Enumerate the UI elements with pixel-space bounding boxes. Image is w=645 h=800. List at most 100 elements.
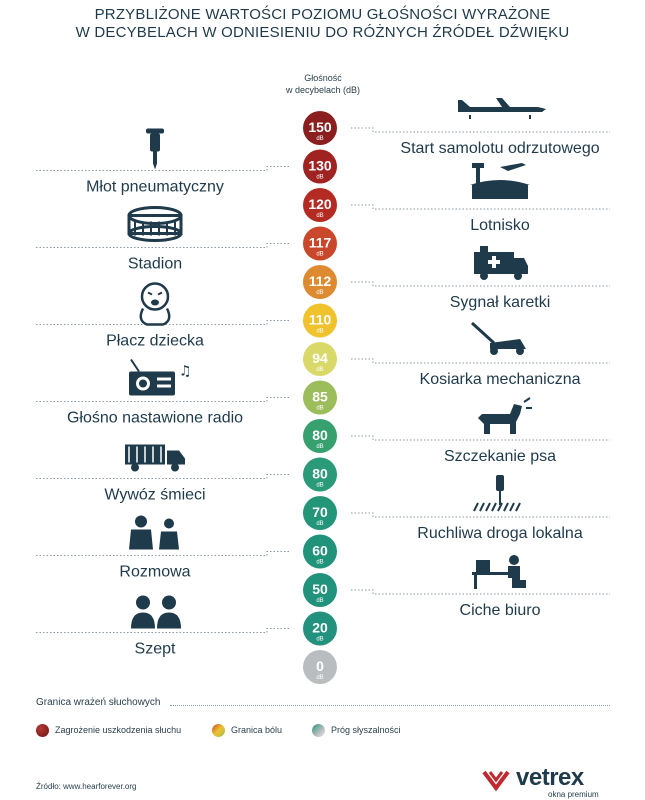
axis-title-line-2: w decybelach (dB) (285, 85, 361, 95)
decibel-value: 60 (312, 543, 328, 559)
level-connector (35, 551, 289, 556)
whisper-icon (131, 595, 181, 629)
decibel-value: 85 (312, 389, 328, 405)
radio-icon: ♫ (129, 358, 192, 396)
level-connector (351, 589, 610, 595)
decibel-circle (303, 650, 337, 684)
chart-title-line-1: PRZYBLIŻONE WARTOŚCI POZIOMU GŁOŚNOŚCI W… (94, 6, 551, 23)
vetrex-logo-text: vetrex (516, 764, 584, 791)
legend-dot-pain (212, 723, 225, 737)
decibel-circle (303, 380, 337, 415)
decibel-value: 80 (312, 466, 328, 482)
decibel-circle (303, 611, 337, 646)
legend-dot-threshold (312, 723, 325, 737)
office-icon (472, 555, 526, 589)
airplane-icon (458, 98, 546, 119)
source-label: Szept (135, 641, 176, 658)
source-label: Wywóz śmieci (104, 487, 205, 504)
source-label: Kosiarka mechaniczna (420, 371, 581, 388)
conversation-icon (129, 515, 179, 550)
vetrex-logo-mark (482, 770, 510, 792)
jackhammer-icon (146, 128, 164, 170)
decibel-circle (303, 149, 337, 184)
source-label: Młot pneumatyczny (86, 179, 224, 196)
decibel-value: 20 (312, 620, 328, 636)
stadium-icon (127, 206, 183, 242)
level-connector (351, 127, 610, 133)
decibel-value: 0 (316, 658, 324, 674)
decibel-circle (303, 265, 337, 299)
decibel-circle (303, 419, 337, 453)
decibel-unit: dB (316, 136, 323, 142)
traffic-light-icon (473, 475, 521, 512)
level-connector (351, 204, 610, 210)
decibel-unit: dB (316, 406, 323, 412)
level-connector (35, 628, 289, 633)
decibel-value: 94 (312, 350, 328, 366)
airport-icon (470, 163, 530, 199)
level-connector (351, 281, 610, 287)
decibel-circle (303, 303, 337, 338)
decibel-circle (303, 226, 337, 261)
decibel-unit: dB (316, 367, 323, 373)
decibel-value: 120 (308, 196, 332, 212)
level-connector (351, 512, 610, 518)
decibel-unit: dB (316, 675, 323, 681)
decibel-circle (303, 188, 337, 222)
level-connector (35, 166, 289, 171)
chart-title: PRZYBLIŻONE WARTOŚCI POZIOMU GŁOŚNOŚCI W… (0, 6, 645, 42)
source-label: Stadion (128, 256, 182, 273)
source-label: Ciche biuro (460, 602, 541, 619)
legend-heading: Granica wrażeń słuchowych (36, 697, 161, 708)
source-label: Start samolotu odrzutowego (400, 140, 599, 157)
legend-item-pain: Granica bólu (212, 723, 282, 737)
legend-item-damage: Zagrożenie uszkodzenia słuchu (36, 723, 181, 737)
svg-text:♫: ♫ (179, 364, 192, 380)
source-label: Rozmowa (119, 564, 190, 581)
decibel-circle (303, 573, 337, 607)
garbage-truck-icon (125, 444, 185, 472)
ambulance-icon (474, 246, 528, 280)
legend-label-damage: Zagrożenie uszkodzenia słuchu (55, 725, 182, 735)
decibel-value: 110 (309, 312, 332, 328)
decibel-circle (303, 342, 337, 376)
legend-label-pain: Granica bólu (231, 725, 283, 735)
decibel-circle (303, 496, 337, 530)
legend-dot-damage (36, 723, 49, 737)
vetrex-logo: vetrex okna premium (480, 764, 620, 800)
decibel-unit: dB (316, 483, 323, 489)
decibel-unit: dB (316, 290, 323, 296)
legend-divider (170, 705, 610, 706)
decibel-unit: dB (316, 213, 323, 219)
decibel-circle (303, 534, 337, 569)
chart-title-line-2: W DECYBELACH W ODNIESIENIU DO RÓŻNYCH ŹR… (75, 24, 570, 41)
decibel-unit: dB (316, 252, 323, 258)
source-note: Źródło: www.hearforever.org (36, 782, 137, 791)
decibel-unit: dB (316, 560, 323, 566)
dog-icon (478, 397, 532, 434)
decibel-value: 112 (309, 273, 332, 289)
lawnmower-icon (470, 321, 526, 355)
source-label: Szczekanie psa (444, 448, 556, 465)
decibel-value: 70 (312, 504, 328, 520)
axis-title-line-1: Głośność (304, 73, 342, 83)
legend-label-threshold: Próg słyszalności (331, 725, 401, 735)
decibel-value: 150 (308, 119, 332, 135)
decibel-unit: dB (316, 329, 323, 335)
level-connector (35, 320, 289, 325)
decibel-unit: dB (316, 637, 323, 643)
level-connector (35, 243, 289, 248)
decibel-unit: dB (316, 598, 323, 604)
axis-title: Głośność w decybelach (dB) (268, 72, 378, 96)
source-label: Ruchliwa droga lokalna (417, 525, 583, 542)
decibel-value: 117 (309, 235, 332, 251)
decibel-value: 50 (312, 581, 328, 597)
legend-item-threshold: Próg słyszalności (312, 723, 401, 737)
source-label: Głośno nastawione radio (67, 410, 243, 427)
level-connector (351, 358, 610, 364)
source-label: Sygnał karetki (450, 294, 551, 311)
crying-baby-icon (139, 282, 171, 326)
decibel-circle (303, 457, 337, 492)
source-label: Płacz dziecka (106, 333, 204, 350)
